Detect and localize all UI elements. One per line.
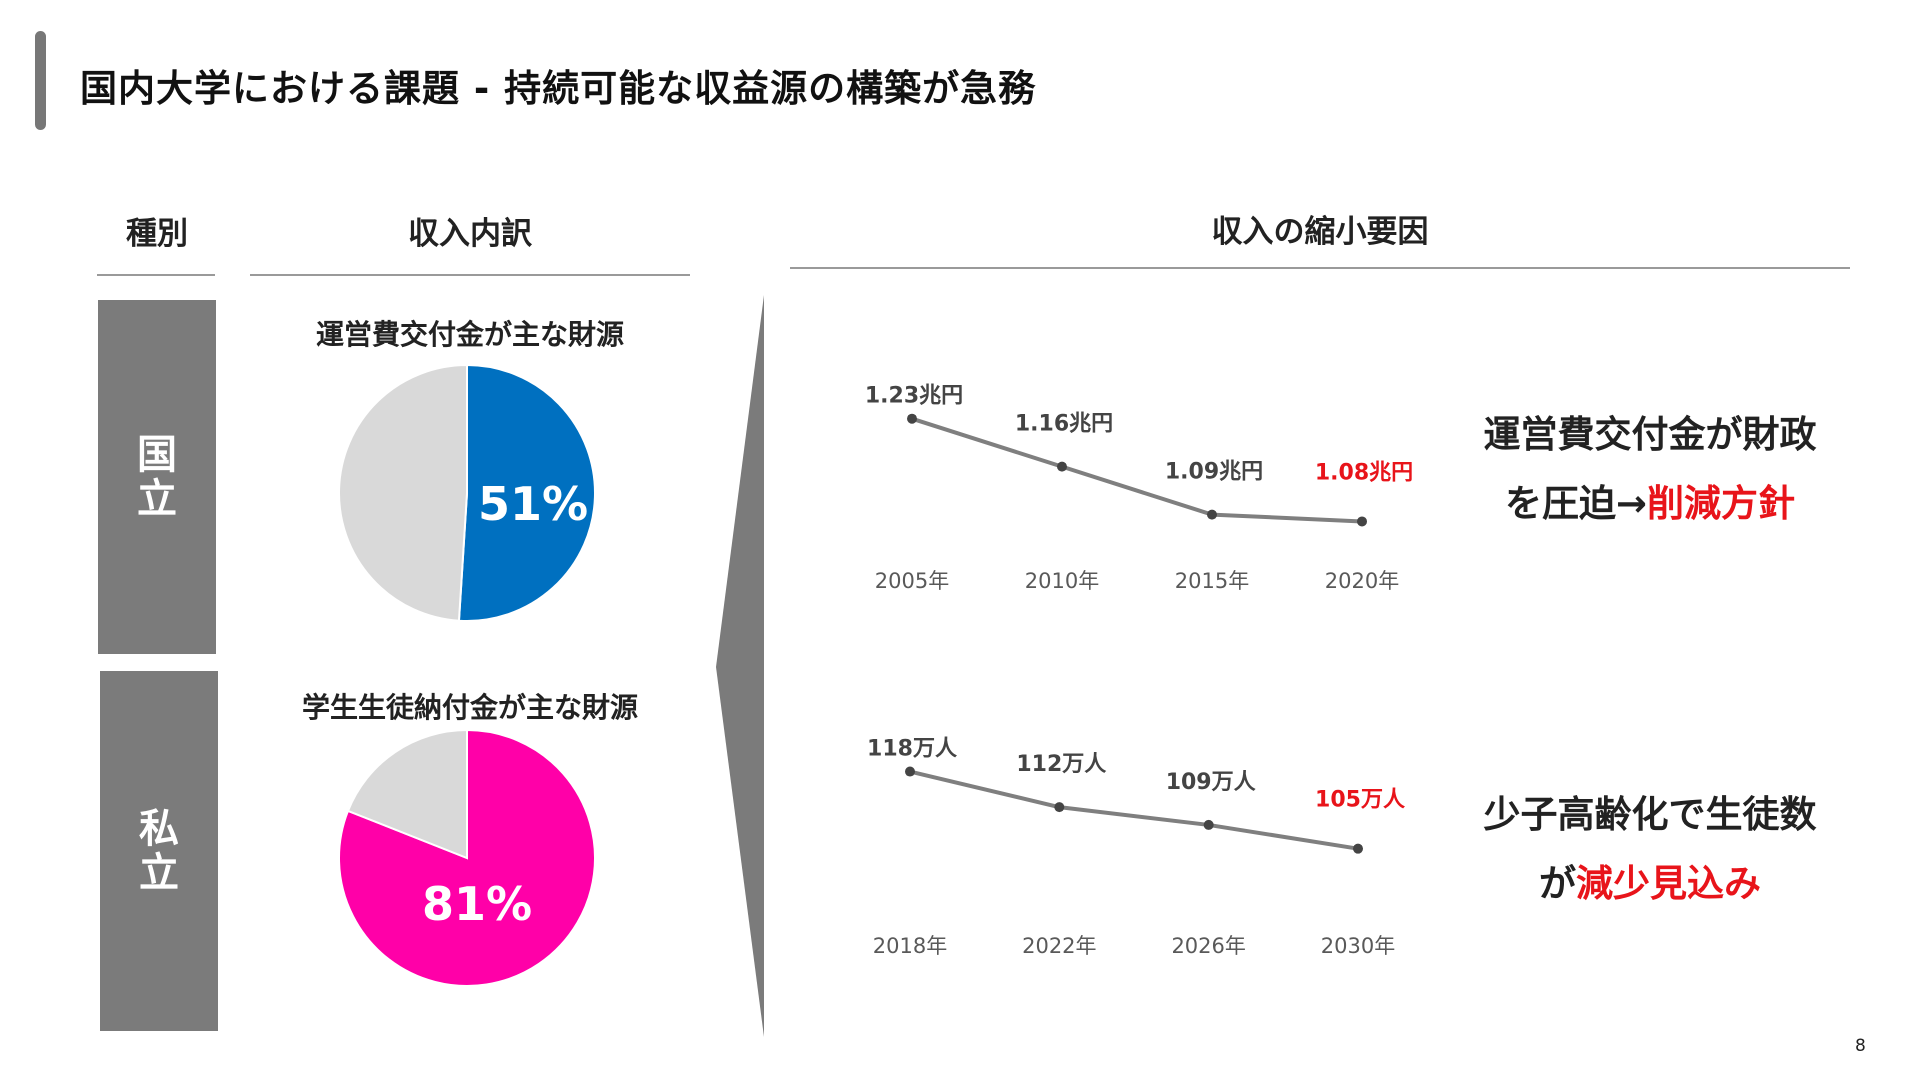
header-factors: 収入の縮小要因 [1211,214,1429,250]
row-label-national: 国立 [98,300,216,654]
line-students-data-label-2: 109万人 [1166,770,1256,795]
line-students-data-label-3: 105万人 [1315,788,1405,813]
line-students-series-line [909,769,1359,851]
line-students-data-label-0: 118万人 [867,737,957,762]
title-accent-bar [35,31,46,130]
line-grant-point-3 [1357,516,1367,527]
header-category-rule [97,274,215,276]
note-top-line1: 運営費交付金が財政 [1483,413,1817,456]
line-grant-x-tick-0: 2005年 [875,569,949,593]
line-grant-data-label-0: 1.23兆円 [865,384,963,409]
pie-national-slice-1 [338,363,468,622]
line-chart-students: 118万人 2018年 112万人 2022年 109万人 2026年 105万人 2030年 [867,737,1405,958]
line-grant-data-label-2: 1.09兆円 [1165,460,1263,485]
line-students-point-1 [1054,802,1065,813]
note-top: 運営費交付金が財政 を圧迫→削減方針 [1420,400,1880,538]
line-students-x-tick-2: 2026年 [1171,934,1245,958]
note-bottom-line2: が減少見込み [1420,849,1880,918]
note-top-line2-red: 削減方針 [1647,482,1795,525]
header-category: 種別 [126,216,188,252]
note-top-line2: を圧迫→削減方針 [1420,469,1880,538]
pie-private-slice-1 [346,728,468,860]
line-students-x-tick-1: 2022年 [1022,934,1096,958]
note-bottom: 少子高齢化で生徒数 が減少見込み [1420,780,1880,918]
row-label-private: 私立 [100,671,218,1031]
pie-title-private: 学生生徒納付金が主な財源 [301,691,638,724]
note-bottom-line2-red: 減少見込み [1576,862,1761,905]
pie-national-slice-0 [457,363,596,622]
line-grant-point-2 [1207,509,1217,520]
line-grant-x-tick-3: 2020年 [1325,569,1399,593]
pie-national-percent-label: 51% [478,477,588,531]
pie-private-percent-label: 81% [422,877,532,931]
line-students-point-0 [905,766,915,777]
header-breakdown-rule [250,274,690,276]
line-students-point-2 [1203,819,1214,830]
line-grant-series-line [911,416,1363,524]
line-students-data-label-1: 112万人 [1016,752,1106,777]
note-bottom-line1: 少子高齢化で生徒数 [1483,793,1817,836]
note-top-line2-plain: を圧迫→ [1504,482,1647,525]
slide-title: 国内大学における課題 - 持続可能な収益源の構築が急務 [80,67,1037,110]
line-chart-grant: 1.23兆円 2005年 1.16兆円 2010年 1.09兆円 2015年 1.08兆円 2… [865,384,1413,593]
line-students-x-tick-3: 2030年 [1321,934,1395,958]
divider-arrow [716,295,764,1037]
line-students-x-tick-0: 2018年 [873,934,947,958]
pie-title-national: 運営費交付金が主な財源 [315,318,624,351]
row-label-private-text: 私立 [139,806,179,896]
note-bottom-line2-plain: が [1539,862,1576,905]
header-breakdown: 収入内訳 [408,216,532,252]
line-grant-point-0 [907,413,917,424]
line-students-point-3 [1353,843,1363,854]
line-grant-x-tick-1: 2010年 [1025,569,1099,593]
header-factors-rule [790,267,1850,269]
divider-arrow-shape [716,295,764,1037]
line-grant-data-label-1: 1.16兆円 [1015,412,1113,437]
line-grant-x-tick-2: 2015年 [1175,569,1249,593]
row-label-national-text: 国立 [137,432,177,522]
page-number: 8 [1855,1036,1866,1056]
line-grant-point-1 [1057,461,1067,472]
pie-national [338,363,596,622]
pie-private [338,728,596,987]
line-grant-data-label-3: 1.08兆円 [1315,460,1413,485]
pie-charts: 51% 81% [338,363,596,987]
